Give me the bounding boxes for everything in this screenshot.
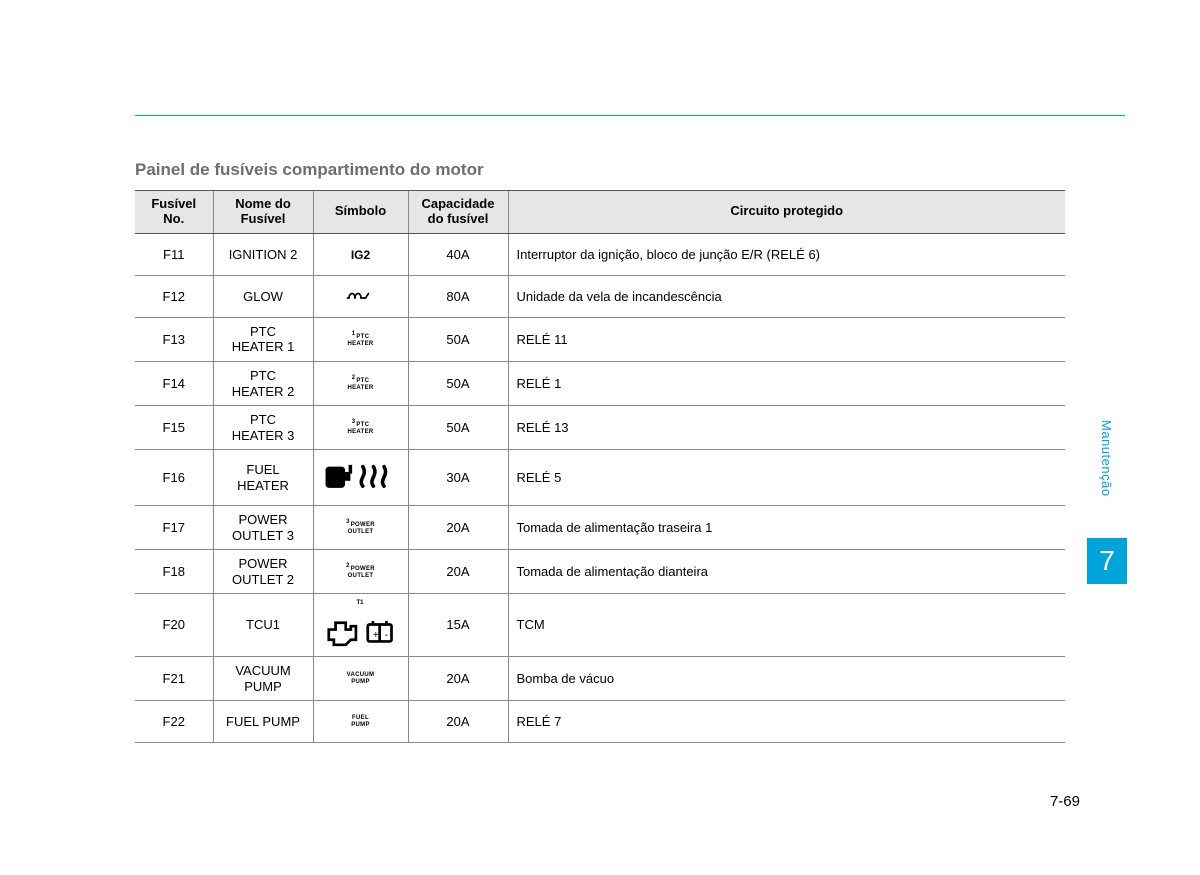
cell-circuit: Interruptor da ignição, bloco de junção … [508,233,1065,275]
cell-fuse-no: F22 [135,701,213,743]
cell-fuse-name: FUELHEATER [213,450,313,506]
cell-symbol: 2PTCHEATER [313,362,408,406]
cell-symbol: VACUUMPUMP [313,656,408,700]
fuse-table: FusívelNo. Nome doFusível Símbolo Capaci… [135,190,1065,743]
cell-capacity: 30A [408,450,508,506]
cell-fuse-no: F12 [135,275,213,317]
cell-circuit: RELÉ 1 [508,362,1065,406]
chapter-number: 7 [1099,545,1115,577]
cell-circuit: TCM [508,594,1065,657]
tcu-icon: T1 + - [322,600,400,639]
cell-circuit: Unidade da vela de incandescência [508,275,1065,317]
table-row: F15PTCHEATER 3 3PTCHEATER 50ARELÉ 13 [135,406,1065,450]
table-row: F12GLOW 80AUnidade da vela de incandescê… [135,275,1065,317]
fuel-heater-icon [322,483,400,498]
cell-fuse-no: F14 [135,362,213,406]
table-row: F22FUEL PUMP FUELPUMP 20ARELÉ 7 [135,701,1065,743]
cell-fuse-no: F20 [135,594,213,657]
cell-fuse-name: PTCHEATER 2 [213,362,313,406]
cell-capacity: 20A [408,550,508,594]
cell-capacity: 80A [408,275,508,317]
cell-circuit: Bomba de vácuo [508,656,1065,700]
cell-symbol: IG2 [313,233,408,275]
svg-text:-: - [384,630,387,641]
col-header-cap: Capacidadedo fusível [408,191,508,234]
cell-fuse-no: F18 [135,550,213,594]
cell-capacity: 20A [408,656,508,700]
cell-fuse-name: GLOW [213,275,313,317]
col-header-sym: Símbolo [313,191,408,234]
glow-icon [346,287,376,307]
cell-symbol [313,275,408,317]
cell-fuse-name: TCU1 [213,594,313,657]
table-header-row: FusívelNo. Nome doFusível Símbolo Capaci… [135,191,1065,234]
cell-circuit: Tomada de alimentação traseira 1 [508,506,1065,550]
symbol-label: 3POWEROUTLET [346,519,375,536]
cell-fuse-no: F15 [135,406,213,450]
table-row: F17POWEROUTLET 3 3POWEROUTLET 20ATomada de… [135,506,1065,550]
col-header-no: FusívelNo. [135,191,213,234]
cell-capacity: 20A [408,506,508,550]
cell-symbol: FUELPUMP [313,701,408,743]
cell-symbol: 3POWEROUTLET [313,506,408,550]
section-title: Painel de fusíveis compartimento do moto… [135,160,1065,180]
col-header-desc: Circuito protegido [508,191,1065,234]
page-number: 7-69 [1050,793,1080,810]
cell-capacity: 20A [408,701,508,743]
symbol-label: 3PTCHEATER [347,419,373,436]
cell-capacity: 40A [408,233,508,275]
cell-circuit: RELÉ 5 [508,450,1065,506]
table-row: F18POWEROUTLET 2 2POWEROUTLET 20ATomada de… [135,550,1065,594]
cell-fuse-name: VACUUMPUMP [213,656,313,700]
side-label: Manutenção [1099,420,1114,497]
cell-symbol [313,450,408,506]
cell-capacity: 50A [408,317,508,361]
cell-fuse-name: IGNITION 2 [213,233,313,275]
table-row: F21VACUUMPUMPVACUUMPUMP20ABomba de vácuo [135,656,1065,700]
table-row: F16FUELHEATER 30ARELÉ 5 [135,450,1065,506]
table-row: F14PTCHEATER 2 2PTCHEATER 50ARELÉ 1 [135,362,1065,406]
cell-fuse-name: POWEROUTLET 2 [213,550,313,594]
cell-fuse-name: POWEROUTLET 3 [213,506,313,550]
cell-symbol: 2POWEROUTLET [313,550,408,594]
svg-text:+: + [372,630,378,641]
col-header-name: Nome doFusível [213,191,313,234]
main-content: Painel de fusíveis compartimento do moto… [135,160,1065,743]
cell-capacity: 50A [408,362,508,406]
cell-fuse-no: F11 [135,233,213,275]
symbol-ig2: IG2 [351,248,370,262]
table-row: F13PTCHEATER 1 1PTCHEATER 50ARELÉ 11 [135,317,1065,361]
cell-circuit: RELÉ 11 [508,317,1065,361]
cell-circuit: Tomada de alimentação dianteira [508,550,1065,594]
cell-circuit: RELÉ 7 [508,701,1065,743]
table-row: F20TCU1T1 + - 15ATCM [135,594,1065,657]
symbol-label: 2POWEROUTLET [346,563,375,580]
cell-fuse-name: PTCHEATER 1 [213,317,313,361]
symbol-label: 1PTCHEATER [347,331,373,348]
cell-symbol: T1 + - [313,594,408,657]
cell-symbol: 3PTCHEATER [313,406,408,450]
cell-symbol: 1PTCHEATER [313,317,408,361]
symbol-label: 2PTCHEATER [347,375,373,392]
header-rule [135,115,1125,116]
cell-capacity: 50A [408,406,508,450]
symbol-label: VACUUMPUMP [347,672,375,686]
cell-fuse-no: F17 [135,506,213,550]
cell-fuse-name: PTCHEATER 3 [213,406,313,450]
cell-fuse-name: FUEL PUMP [213,701,313,743]
chapter-tab: 7 [1087,538,1127,584]
cell-fuse-no: F16 [135,450,213,506]
symbol-label: FUELPUMP [351,715,370,729]
cell-circuit: RELÉ 13 [508,406,1065,450]
cell-fuse-no: F21 [135,656,213,700]
table-row: F11IGNITION 2 IG2 40AInterruptor da igniçã… [135,233,1065,275]
cell-fuse-no: F13 [135,317,213,361]
cell-capacity: 15A [408,594,508,657]
